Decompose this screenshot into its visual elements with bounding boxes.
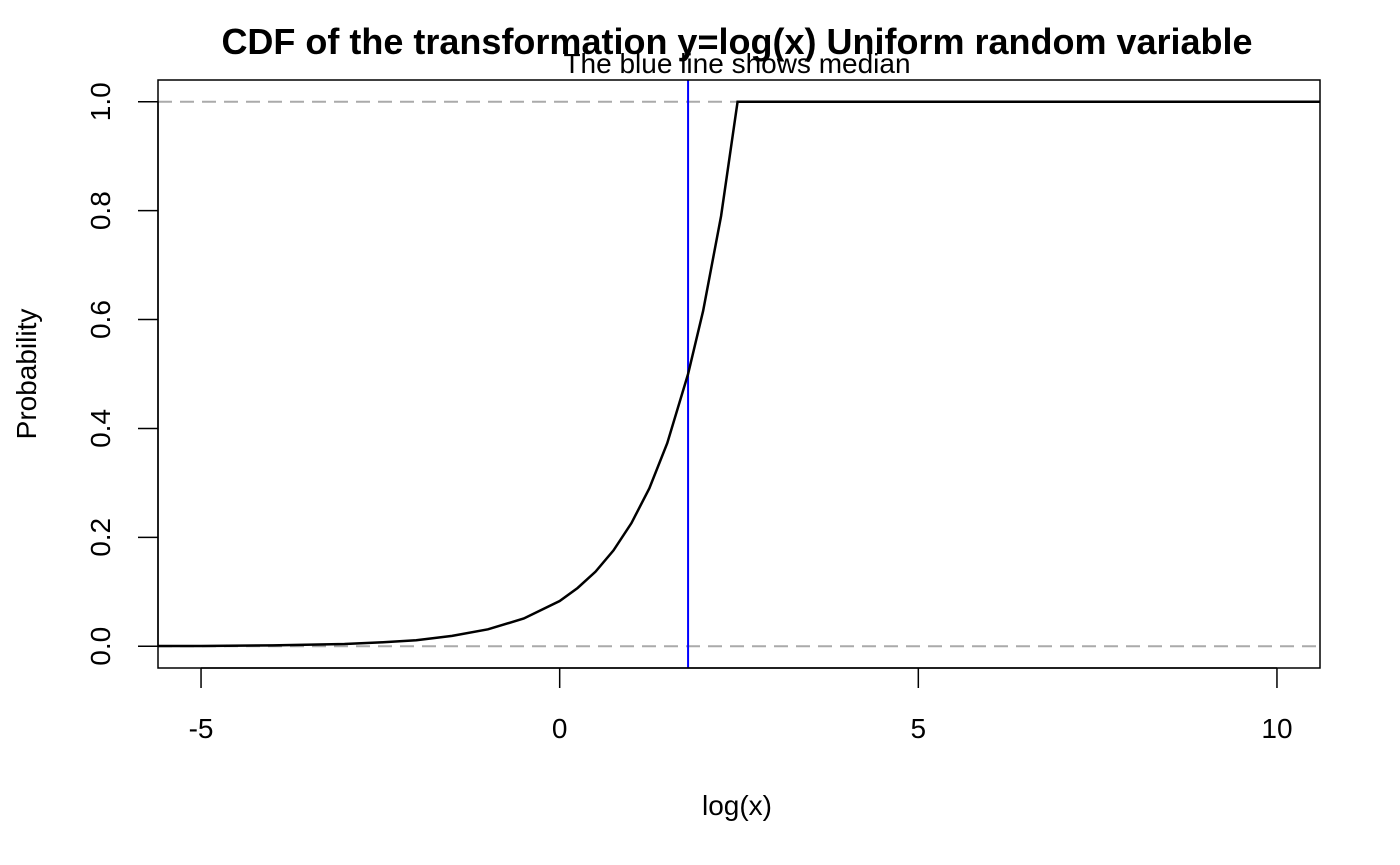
- x-axis: -5 0 5 10: [189, 667, 1293, 744]
- x-tick-label: 10: [1261, 713, 1292, 744]
- y-tick-label: 0.8: [85, 191, 116, 230]
- y-tick-label: 0.0: [85, 627, 116, 666]
- x-axis-label: log(x): [702, 790, 772, 821]
- y-tick-label: 1.0: [85, 82, 116, 121]
- series-layer: [157, 100, 1320, 648]
- y-axis-label: Probability: [11, 309, 42, 440]
- x-tick-label: 0: [552, 713, 568, 744]
- y-axis: 0.0 0.2 0.4 0.6 0.8 1.0: [85, 82, 159, 666]
- y-tick-label: 0.2: [85, 518, 116, 557]
- x-tick-label: -5: [189, 713, 214, 744]
- y-tick-label: 0.6: [85, 300, 116, 339]
- x-tick-label: 5: [911, 713, 927, 744]
- chart-title: CDF of the transformation y=log(x) Unifo…: [221, 21, 1252, 62]
- plot-frame: [157, 79, 1321, 669]
- chart-subtitle: The blue line shows median: [563, 48, 910, 79]
- reference-lines: [158, 80, 1320, 668]
- y-tick-label: 0.4: [85, 409, 116, 448]
- cdf-line-0: [157, 100, 1320, 648]
